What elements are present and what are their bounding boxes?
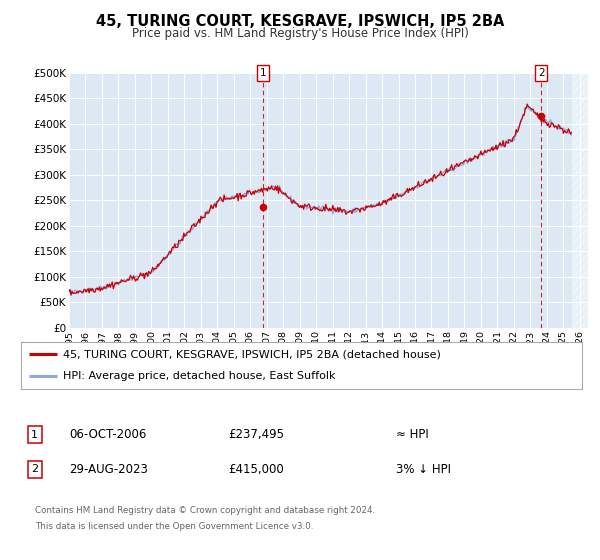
Text: 1: 1 — [31, 430, 38, 440]
Text: £237,495: £237,495 — [228, 428, 284, 441]
Text: HPI: Average price, detached house, East Suffolk: HPI: Average price, detached house, East… — [63, 371, 335, 381]
Text: 3% ↓ HPI: 3% ↓ HPI — [396, 463, 451, 476]
Text: 2: 2 — [538, 68, 545, 78]
Text: 45, TURING COURT, KESGRAVE, IPSWICH, IP5 2BA: 45, TURING COURT, KESGRAVE, IPSWICH, IP5… — [96, 14, 504, 29]
Text: 06-OCT-2006: 06-OCT-2006 — [69, 428, 146, 441]
Text: Contains HM Land Registry data © Crown copyright and database right 2024.: Contains HM Land Registry data © Crown c… — [35, 506, 375, 515]
Text: 29-AUG-2023: 29-AUG-2023 — [69, 463, 148, 476]
Text: 2: 2 — [31, 464, 38, 474]
Text: ≈ HPI: ≈ HPI — [396, 428, 429, 441]
Text: Price paid vs. HM Land Registry's House Price Index (HPI): Price paid vs. HM Land Registry's House … — [131, 27, 469, 40]
Text: This data is licensed under the Open Government Licence v3.0.: This data is licensed under the Open Gov… — [35, 522, 313, 531]
Text: 45, TURING COURT, KESGRAVE, IPSWICH, IP5 2BA (detached house): 45, TURING COURT, KESGRAVE, IPSWICH, IP5… — [63, 349, 441, 360]
Text: 1: 1 — [260, 68, 266, 78]
Text: £415,000: £415,000 — [228, 463, 284, 476]
